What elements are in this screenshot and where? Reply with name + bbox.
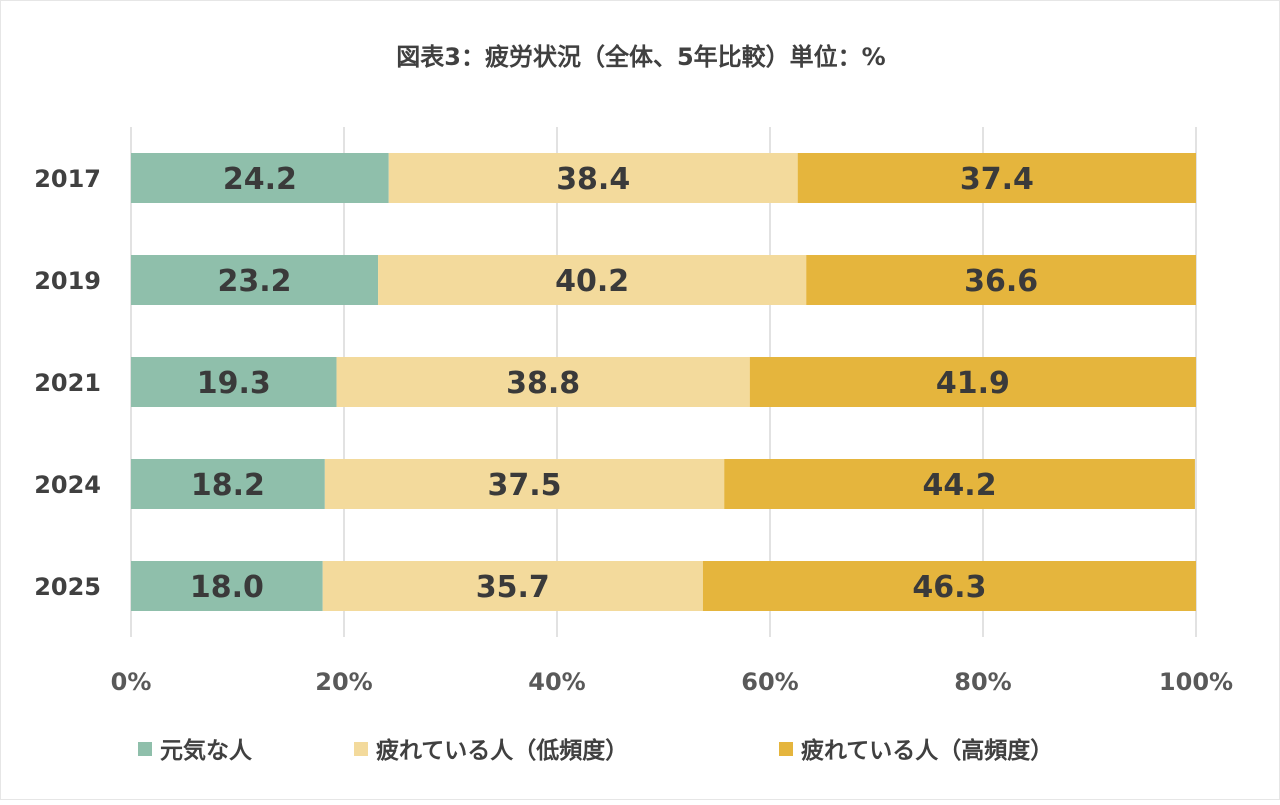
data-label: 41.9 xyxy=(936,366,1010,401)
data-label: 44.2 xyxy=(923,468,997,503)
chart-title: 図表3：疲労状況（全体、5年比較）単位：% xyxy=(396,43,885,71)
bar-segment xyxy=(806,255,1196,305)
data-label: 23.2 xyxy=(218,264,292,299)
bar-segment xyxy=(702,561,1196,611)
x-tick-label: 60% xyxy=(741,668,798,696)
bar-segment xyxy=(336,357,750,407)
x-tick-label: 40% xyxy=(528,668,585,696)
legend-label: 疲れている人（低頻度） xyxy=(376,737,628,764)
bar-segment xyxy=(322,561,703,611)
data-label: 24.2 xyxy=(223,162,297,197)
legend-label: 元気な人 xyxy=(160,737,253,764)
data-label: 19.3 xyxy=(197,366,271,401)
bar-segment xyxy=(378,255,807,305)
data-label: 38.4 xyxy=(556,162,630,197)
bar-segment xyxy=(749,357,1196,407)
bar-segment xyxy=(131,561,323,611)
data-label: 40.2 xyxy=(555,264,629,299)
bar-segment xyxy=(131,459,325,509)
bar-segment xyxy=(131,153,389,203)
legend-swatch xyxy=(779,742,793,756)
data-label: 37.5 xyxy=(488,468,562,503)
data-label: 18.0 xyxy=(190,570,264,605)
x-tick-label: 80% xyxy=(954,668,1011,696)
y-category-label: 2025 xyxy=(34,573,101,601)
data-label: 36.6 xyxy=(964,264,1038,299)
x-tick-label: 100% xyxy=(1159,668,1233,696)
legend-label: 疲れている人（高頻度） xyxy=(801,737,1053,764)
bar-segment xyxy=(324,459,725,509)
x-tick-label: 20% xyxy=(315,668,372,696)
bar-segment xyxy=(131,255,379,305)
legend-swatch xyxy=(354,742,368,756)
bar-segment xyxy=(131,357,337,407)
bar-segment xyxy=(797,153,1196,203)
data-label: 35.7 xyxy=(476,570,550,605)
x-tick-label: 0% xyxy=(111,668,152,696)
legend-swatch xyxy=(138,742,152,756)
data-label: 46.3 xyxy=(912,570,986,605)
bar-segment xyxy=(388,153,798,203)
y-category-label: 2017 xyxy=(34,165,101,193)
data-label: 37.4 xyxy=(960,162,1034,197)
y-category-label: 2019 xyxy=(34,267,101,295)
y-category-label: 2021 xyxy=(34,369,101,397)
bar-segment xyxy=(724,459,1195,509)
data-label: 18.2 xyxy=(191,468,265,503)
y-category-label: 2024 xyxy=(34,471,101,499)
data-label: 38.8 xyxy=(506,366,580,401)
